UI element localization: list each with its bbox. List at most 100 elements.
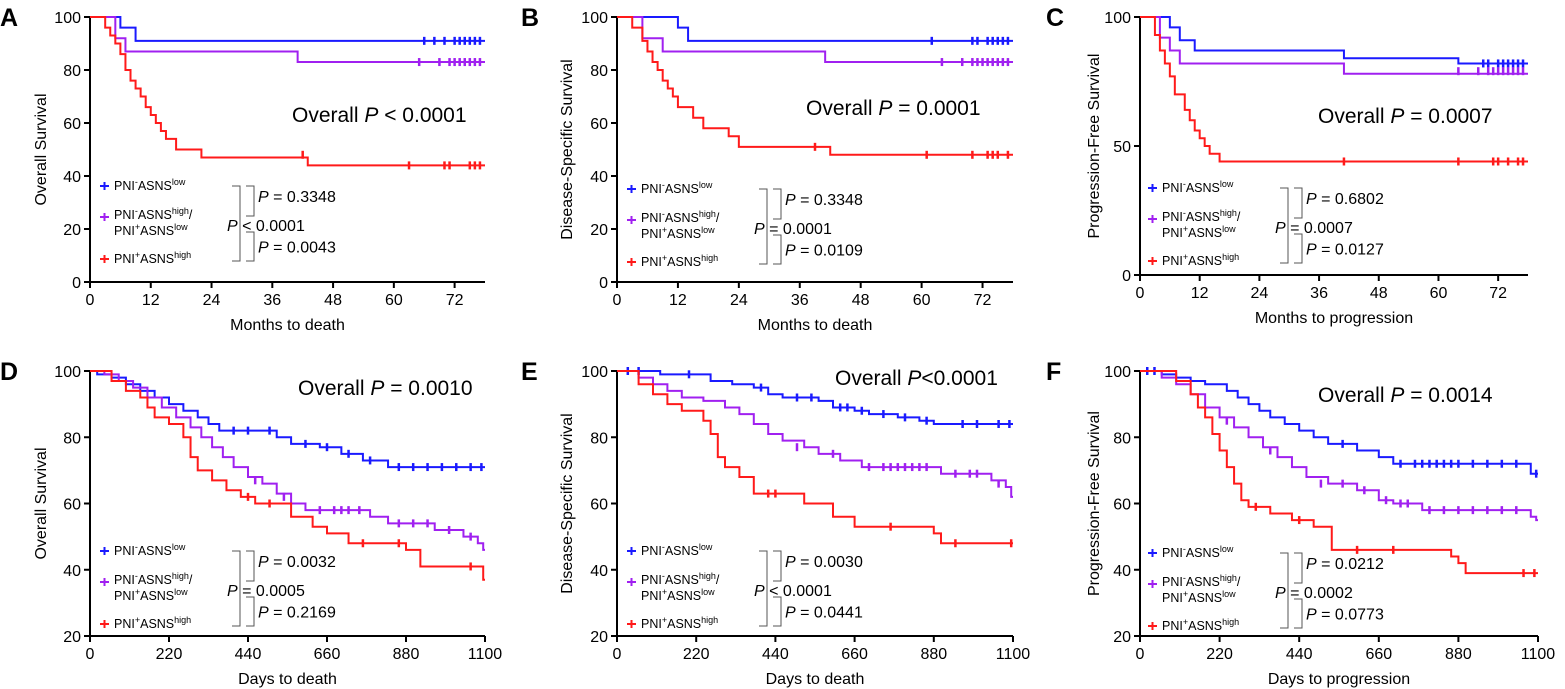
y-tick-label: 100 [581, 364, 608, 381]
y-tick-label: 100 [54, 364, 81, 381]
p-value-mid-vs-high: P = 0.0043 [258, 240, 336, 257]
legend-label-mid: PNI+ASNSlow [1162, 589, 1236, 605]
legend-label-low: PNI-ASNSlow [641, 542, 713, 558]
x-axis-title: Days to progression [1268, 671, 1410, 688]
overall-p-value: Overall P < 0.0001 [292, 104, 467, 127]
p-value-low-vs-mid: P = 0.3348 [258, 189, 336, 206]
panel-f: F 20 40 60 80 100 0 220 440 660 880 1100 Days to pro… [1046, 358, 1555, 688]
p-value-mid-vs-high: P = 0.0109 [785, 243, 863, 260]
x-tick-label: 220 [156, 646, 183, 663]
x-tick-label: 440 [235, 646, 262, 663]
x-tick-label: 12 [142, 292, 160, 309]
y-axis-title: Overall Survival [33, 93, 50, 205]
y-tick-label: 0 [72, 275, 81, 292]
p-value-low-vs-mid: P = 0.6802 [1306, 191, 1384, 208]
panel-letter: D [0, 358, 18, 386]
legend-label-mid: PNI-ASNShigh/ [641, 571, 720, 587]
x-tick-label: 1100 [996, 646, 1031, 663]
y-axis-title: Disease-Specific Survival [559, 59, 576, 240]
x-tick-label: 660 [1365, 646, 1392, 663]
bracket-top [246, 550, 255, 582]
y-tick-label: 40 [63, 169, 81, 186]
x-tick-label: 48 [852, 292, 870, 309]
y-tick-label: 40 [1113, 563, 1131, 580]
curve-high [1140, 16, 1528, 163]
y-tick-label: 80 [1113, 430, 1131, 447]
bracket-outer [759, 550, 768, 627]
x-tick-label: 660 [314, 646, 341, 663]
x-tick-label: 440 [1286, 646, 1313, 663]
x-tick-label: 220 [683, 646, 710, 663]
comparison-brackets: P = 0.6802 P = 0.0007 P = 0.0127 [1275, 187, 1384, 264]
y-tick-label: 0 [1122, 268, 1131, 285]
x-tick-label: 24 [730, 292, 748, 309]
x-tick-label: 60 [913, 292, 931, 309]
x-tick-label: 72 [1489, 285, 1507, 302]
legend-label-mid: PNI+ASNSlow [114, 222, 188, 238]
x-tick-label: 72 [974, 292, 992, 309]
bracket-top [773, 188, 782, 220]
y-tick-label: 80 [590, 430, 608, 447]
x-tick-label: 0 [613, 292, 622, 309]
p-value-low-vs-high: P = 0.0007 [1275, 220, 1353, 237]
y-axis-title: Overall Survival [33, 447, 50, 559]
legend-label-mid: PNI+ASNSlow [641, 225, 715, 241]
bracket-bottom [1294, 233, 1303, 264]
y-tick-label: 80 [590, 63, 608, 80]
legend-label-mid: PNI-ASNShigh/ [114, 571, 193, 587]
x-tick-label: 880 [393, 646, 420, 663]
x-tick-label: 880 [1445, 646, 1472, 663]
comparison-brackets: P = 0.3348 P < 0.0001 P = 0.0043 [227, 185, 336, 262]
legend: PNI-ASNSlow PNI-ASNShigh/PNI+ASNSlow PNI+A… [627, 542, 720, 631]
y-tick-label: 20 [590, 629, 608, 646]
legend-label-mid: PNI+ASNSlow [114, 587, 188, 603]
p-value-low-vs-high: P < 0.0001 [754, 583, 832, 600]
bracket-outer [232, 550, 241, 627]
overall-p-value: Overall P = 0.0014 [1318, 384, 1493, 407]
y-tick-label: 20 [590, 222, 608, 239]
curve-high [617, 16, 1013, 156]
curve-high [617, 370, 1013, 545]
legend: PNI-ASNSlow PNI-ASNShigh/PNI+ASNSlow PNI+A… [627, 180, 720, 269]
x-axis-title: Days to death [238, 671, 337, 688]
y-axis-title: Progression-Free Survival [1086, 54, 1103, 239]
legend-label-low: PNI-ASNSlow [114, 542, 186, 558]
x-tick-label: 440 [762, 646, 789, 663]
x-tick-label: 660 [841, 646, 868, 663]
legend-label-mid: PNI-ASNShigh/ [114, 206, 193, 222]
y-axis-title: Disease-Specific Survival [559, 413, 576, 594]
curve-mid [1140, 16, 1528, 75]
p-value-low-vs-mid: P = 0.0030 [785, 554, 863, 571]
curve-high [90, 16, 485, 167]
y-axis-title: Progression-Free Survival [1086, 411, 1103, 596]
p-value-mid-vs-high: P = 0.0773 [1306, 607, 1384, 624]
p-value-low-vs-mid: P = 0.0212 [1306, 556, 1384, 573]
x-tick-label: 0 [613, 646, 622, 663]
x-tick-label: 60 [1430, 285, 1448, 302]
legend-label-high: PNI+ASNShigh [114, 250, 191, 266]
bracket-bottom [246, 596, 255, 627]
curve-high [90, 370, 485, 581]
panel-letter: B [521, 4, 539, 32]
bracket-bottom [773, 596, 782, 627]
curve-mid [90, 370, 485, 551]
legend-label-low: PNI-ASNSlow [641, 180, 713, 196]
legend-label-low: PNI-ASNSlow [1162, 544, 1234, 560]
y-tick-label: 60 [590, 497, 608, 514]
x-tick-label: 36 [263, 292, 281, 309]
y-tick-label: 40 [63, 563, 81, 580]
y-tick-label: 80 [63, 63, 81, 80]
comparison-brackets: P = 0.0212 P = 0.0002 P = 0.0773 [1275, 552, 1384, 629]
x-tick-label: 12 [1191, 285, 1209, 302]
x-axis-title: Days to death [766, 671, 865, 688]
bracket-outer [1280, 187, 1289, 264]
y-tick-label: 60 [1113, 497, 1131, 514]
panel-d: D 20 40 60 80 100 0 220 440 660 880 1100 Days to dea… [0, 358, 502, 688]
x-axis-title: Months to progression [1255, 310, 1413, 327]
x-tick-label: 0 [86, 292, 95, 309]
p-value-low-vs-high: P = 0.0005 [227, 583, 305, 600]
curve-low [1140, 16, 1528, 65]
legend-label-low: PNI-ASNSlow [1162, 179, 1234, 195]
x-tick-label: 1100 [1521, 646, 1556, 663]
x-tick-label: 24 [203, 292, 221, 309]
